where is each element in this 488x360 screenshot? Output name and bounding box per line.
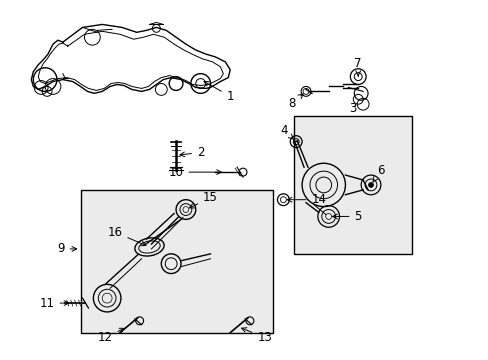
Circle shape xyxy=(368,183,373,188)
Bar xyxy=(294,116,411,254)
Text: 9: 9 xyxy=(57,242,77,255)
Text: 6: 6 xyxy=(372,164,384,182)
Text: 14: 14 xyxy=(286,193,325,206)
Text: 4: 4 xyxy=(280,124,293,139)
Text: 2: 2 xyxy=(180,146,204,159)
Text: 15: 15 xyxy=(189,191,218,208)
Text: 16: 16 xyxy=(107,226,145,246)
Bar xyxy=(81,190,272,333)
Text: 5: 5 xyxy=(332,210,361,223)
Text: 13: 13 xyxy=(241,328,271,344)
Text: 12: 12 xyxy=(98,328,124,344)
Text: 3: 3 xyxy=(349,102,356,114)
Text: 11: 11 xyxy=(40,297,69,310)
Text: 1: 1 xyxy=(203,81,233,103)
Text: 10: 10 xyxy=(168,166,221,179)
Text: 7: 7 xyxy=(354,57,361,76)
Text: 8: 8 xyxy=(288,94,303,110)
